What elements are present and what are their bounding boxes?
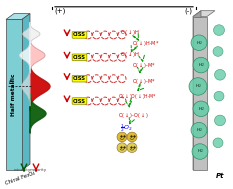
Bar xyxy=(193,16,207,170)
Polygon shape xyxy=(20,42,30,69)
Text: $H_2$: $H_2$ xyxy=(196,126,202,134)
Text: (-): (-) xyxy=(184,8,192,14)
Circle shape xyxy=(215,115,226,126)
Circle shape xyxy=(191,35,207,50)
Text: O($\downarrow$)-M*: O($\downarrow$)-M* xyxy=(132,61,156,70)
Text: O($\downarrow$)H: O($\downarrow$)H xyxy=(120,50,140,59)
Circle shape xyxy=(127,143,137,153)
Circle shape xyxy=(191,122,207,138)
Text: Half metallic: Half metallic xyxy=(11,74,17,116)
Text: minority: minority xyxy=(13,168,31,172)
Polygon shape xyxy=(6,14,30,19)
Text: $H_2$: $H_2$ xyxy=(198,105,204,113)
Text: O($\downarrow$)-M*: O($\downarrow$)-M* xyxy=(132,77,156,86)
Polygon shape xyxy=(30,94,46,133)
Circle shape xyxy=(213,47,223,56)
Text: O($\downarrow$)O($\downarrow$)H-M*: O($\downarrow$)O($\downarrow$)H-M* xyxy=(118,92,157,101)
Text: $E_f$: $E_f$ xyxy=(8,78,15,87)
Polygon shape xyxy=(30,22,40,46)
Text: O($\downarrow$)-O($\downarrow$): O($\downarrow$)-O($\downarrow$) xyxy=(118,111,149,120)
Text: $\frac{1}{2}O_2$: $\frac{1}{2}O_2$ xyxy=(120,122,133,134)
Text: $H_2$: $H_2$ xyxy=(196,39,202,46)
Polygon shape xyxy=(30,62,50,111)
Text: (+): (+) xyxy=(54,8,65,14)
Circle shape xyxy=(215,69,226,80)
Circle shape xyxy=(193,101,209,117)
Polygon shape xyxy=(22,14,30,170)
Text: Chiral Fe₃O₄: Chiral Fe₃O₄ xyxy=(5,171,36,186)
Text: O($\downarrow$)H-M*: O($\downarrow$)H-M* xyxy=(132,39,159,48)
Circle shape xyxy=(117,143,127,153)
Text: $H_2$: $H_2$ xyxy=(198,61,204,69)
Circle shape xyxy=(213,25,225,36)
Circle shape xyxy=(192,144,208,159)
Text: O($\downarrow$)H: O($\downarrow$)H xyxy=(120,28,140,36)
Circle shape xyxy=(213,138,223,148)
Text: $H_2$: $H_2$ xyxy=(197,148,203,155)
Text: $H_2$: $H_2$ xyxy=(195,83,201,90)
Circle shape xyxy=(214,91,224,101)
Text: CISS: CISS xyxy=(73,55,86,60)
Text: CISS: CISS xyxy=(73,33,86,37)
Circle shape xyxy=(117,132,127,142)
Text: Pt: Pt xyxy=(216,173,225,179)
Text: majority: majority xyxy=(29,168,47,172)
Text: CISS: CISS xyxy=(73,98,86,104)
Polygon shape xyxy=(193,11,215,16)
Polygon shape xyxy=(23,24,30,44)
Polygon shape xyxy=(193,11,201,170)
Text: CISS: CISS xyxy=(73,76,86,81)
Circle shape xyxy=(189,78,207,95)
Circle shape xyxy=(127,132,137,142)
Circle shape xyxy=(193,57,209,73)
Polygon shape xyxy=(22,67,30,106)
Bar xyxy=(6,19,22,170)
Polygon shape xyxy=(30,38,45,73)
